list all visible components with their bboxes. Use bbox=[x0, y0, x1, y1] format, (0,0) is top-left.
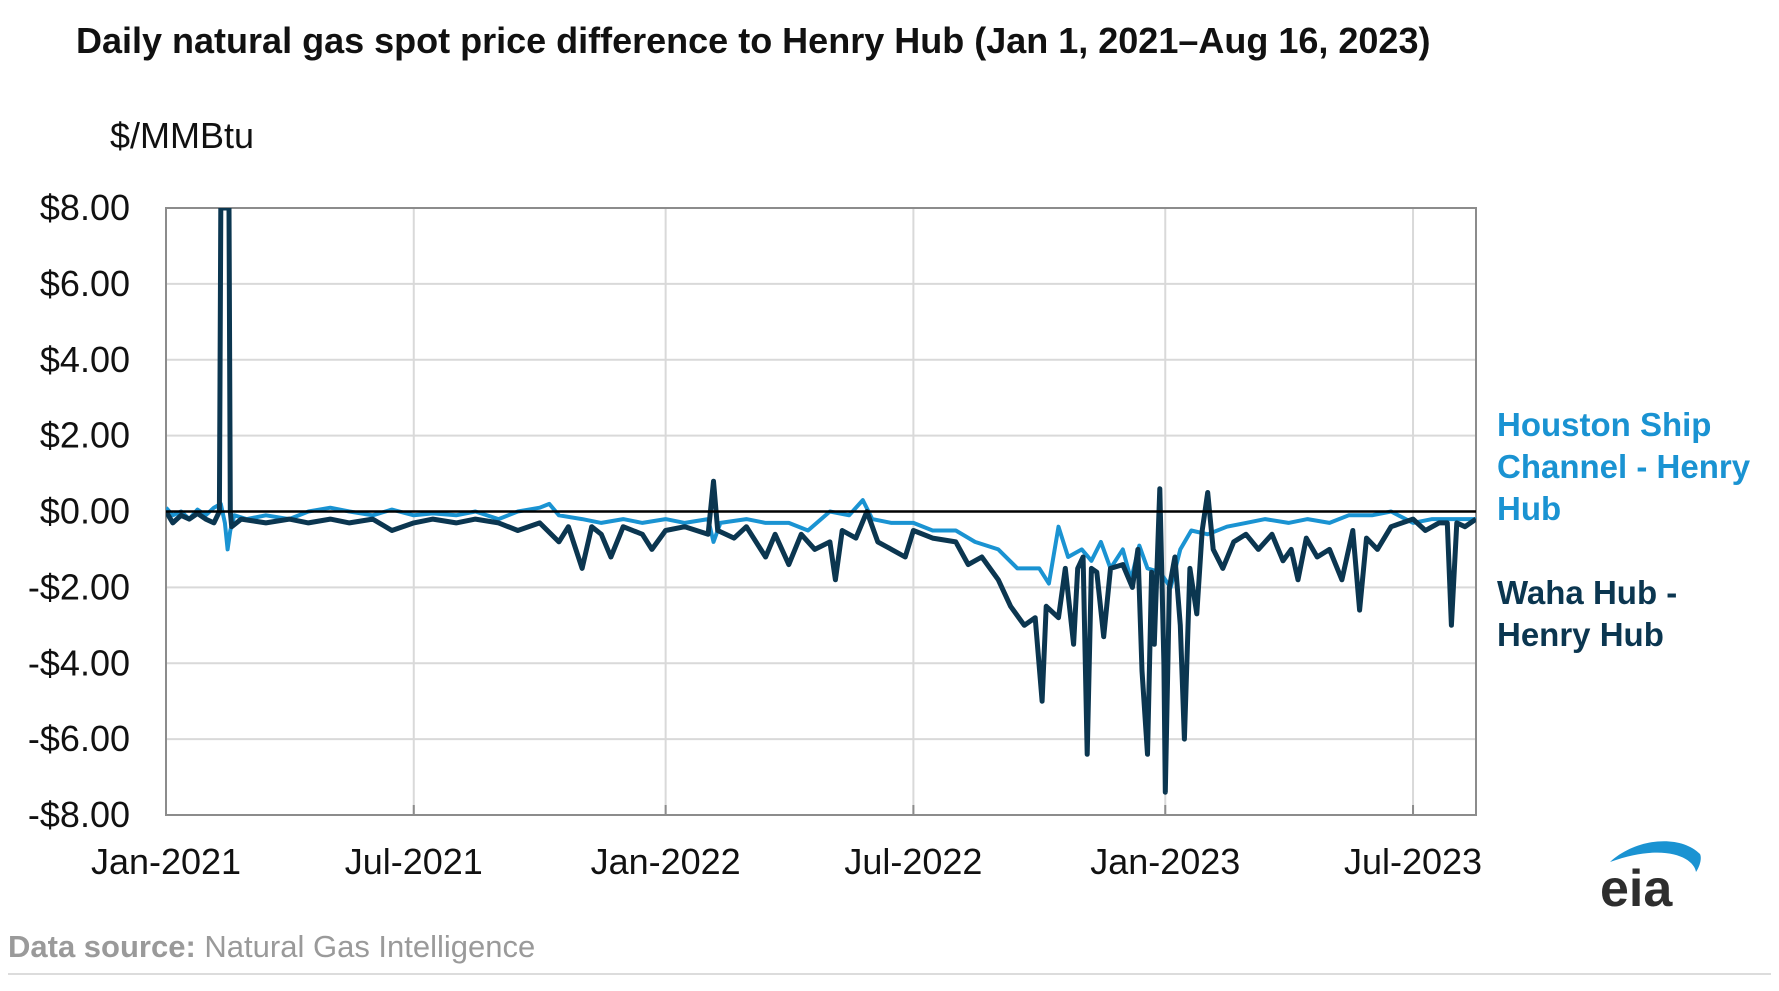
y-tick-label: $4.00 bbox=[40, 339, 130, 380]
data-source-line: Data source: Natural Gas Intelligence bbox=[8, 929, 535, 965]
y-tick-label: -$2.00 bbox=[28, 566, 130, 607]
x-tick-label: Jul-2022 bbox=[844, 841, 982, 882]
eia-logo-text: eia bbox=[1600, 860, 1673, 912]
x-axis-ticks: Jan-2021 Jul-2021 Jan-2022 Jul-2022 Jan-2023… bbox=[91, 805, 1482, 882]
series-lines bbox=[166, 208, 1476, 795]
y-tick-label: -$6.00 bbox=[28, 718, 130, 759]
x-tick-label: Jul-2023 bbox=[1344, 841, 1482, 882]
legend-label-waha-hub: Waha Hub - bbox=[1497, 574, 1677, 611]
legend-label-houston-ship-channel: Hub bbox=[1497, 490, 1561, 527]
legend-label-waha-hub: Henry Hub bbox=[1497, 616, 1664, 653]
eia-logo-swoosh bbox=[1610, 841, 1701, 872]
series-line-houston-ship-channel bbox=[166, 498, 1476, 590]
x-tick-label: Jul-2021 bbox=[345, 841, 483, 882]
y-tick-label: $8.00 bbox=[40, 187, 130, 228]
y-tick-label: $6.00 bbox=[40, 263, 130, 304]
series-line-waha-hub bbox=[166, 208, 1476, 795]
y-axis-unit-label: $/MMBtu bbox=[110, 115, 254, 156]
legend-label-houston-ship-channel: Houston Ship bbox=[1497, 406, 1711, 443]
chart-title: Daily natural gas spot price difference … bbox=[76, 20, 1431, 61]
y-axis-ticks: $8.00 $6.00 $4.00 $2.00 $0.00 -$2.00 -$4.00 -$6… bbox=[28, 187, 130, 835]
y-tick-label: -$8.00 bbox=[28, 794, 130, 835]
footer-divider bbox=[8, 973, 1771, 975]
legend: Houston Ship Channel - Henry Hub Waha Hub -… bbox=[1497, 406, 1751, 653]
x-tick-label: Jan-2022 bbox=[591, 841, 741, 882]
y-tick-label: $2.00 bbox=[40, 415, 130, 456]
y-tick-label: $0.00 bbox=[40, 491, 130, 532]
data-source-label: Data source: bbox=[8, 929, 196, 964]
eia-logo: eia bbox=[1600, 841, 1701, 912]
x-tick-label: Jan-2023 bbox=[1090, 841, 1240, 882]
legend-label-houston-ship-channel: Channel - Henry bbox=[1497, 448, 1751, 485]
y-tick-label: -$4.00 bbox=[28, 642, 130, 683]
data-source-text: Natural Gas Intelligence bbox=[204, 929, 536, 964]
x-tick-label: Jan-2021 bbox=[91, 841, 241, 882]
